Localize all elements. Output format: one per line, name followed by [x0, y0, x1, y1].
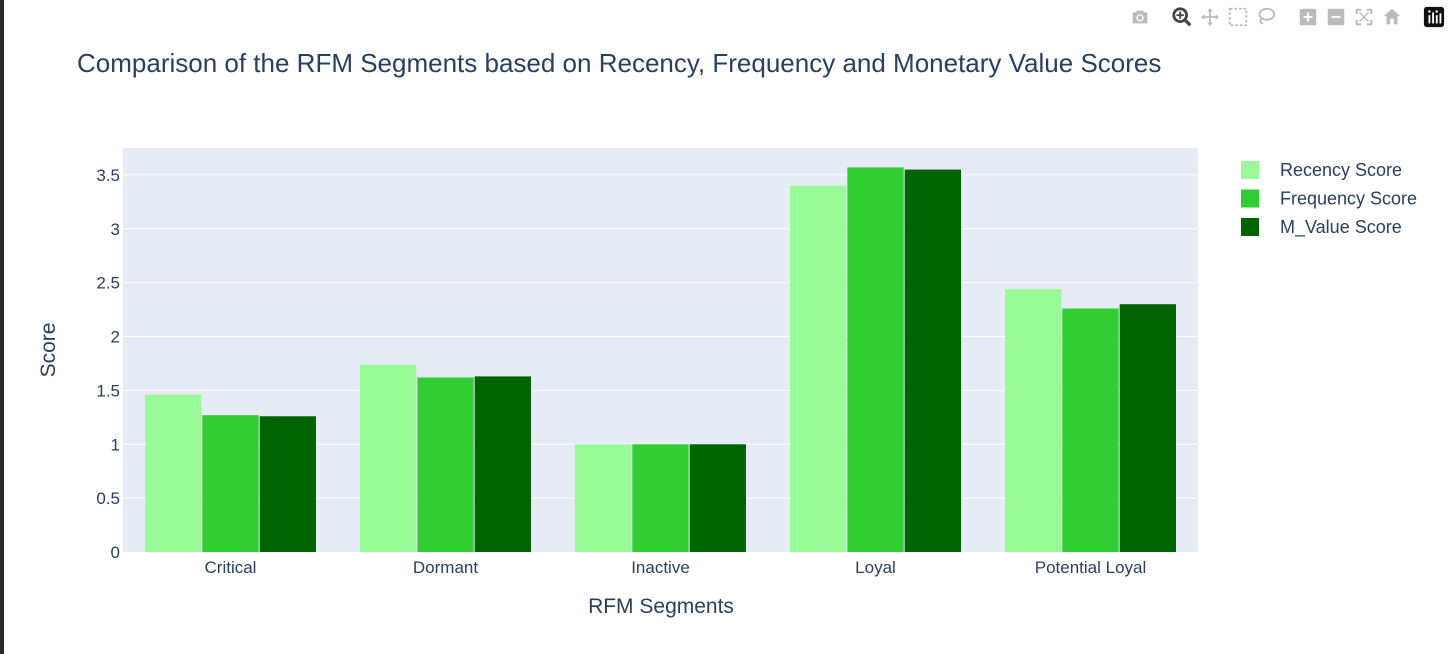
x-ticks: Critical Dormant Inactive Loyal Potential Lo… — [205, 558, 1147, 577]
y-tick-label: 3 — [111, 220, 120, 239]
y-tick-label: 0.5 — [96, 489, 120, 508]
lasso-icon[interactable] — [1252, 5, 1280, 29]
zoom-out-icon[interactable] — [1322, 5, 1350, 29]
modebar — [1126, 4, 1448, 30]
box-select-icon[interactable] — [1224, 5, 1252, 29]
bar[interactable] — [259, 416, 316, 552]
bar[interactable] — [1005, 289, 1062, 552]
bar[interactable] — [790, 185, 847, 552]
legend-swatch[interactable] — [1241, 161, 1259, 179]
x-tick-label: Loyal — [855, 558, 896, 577]
bar[interactable] — [632, 444, 689, 552]
bar[interactable] — [904, 169, 961, 552]
y-tick-label: 2 — [111, 328, 120, 347]
bar[interactable] — [360, 364, 417, 552]
x-tick-label: Critical — [205, 558, 257, 577]
zoom-in-icon[interactable] — [1294, 5, 1322, 29]
bars — [145, 167, 1176, 552]
window-left-border — [0, 0, 4, 654]
x-tick-label: Dormant — [413, 558, 478, 577]
legend-swatch[interactable] — [1241, 189, 1259, 208]
y-tick-label: 0 — [111, 543, 120, 562]
reset-axes-icon[interactable] — [1378, 5, 1406, 29]
bar[interactable] — [689, 444, 746, 552]
bar[interactable] — [575, 444, 632, 552]
zoom-icon[interactable] — [1168, 5, 1196, 29]
x-tick-label: Potential Loyal — [1035, 558, 1147, 577]
legend-item-label[interactable]: Frequency Score — [1280, 189, 1417, 209]
y-axis-title: Score — [37, 323, 60, 378]
camera-icon[interactable] — [1126, 5, 1154, 29]
y-tick-label: 1.5 — [96, 381, 120, 400]
chart-title: Comparison of the RFM Segments based on … — [77, 48, 1161, 78]
bar[interactable] — [417, 377, 474, 552]
bar[interactable] — [145, 394, 202, 552]
bar[interactable] — [474, 376, 531, 552]
legend-item-label[interactable]: M_Value Score — [1280, 217, 1402, 238]
y-tick-label: 1 — [111, 435, 120, 454]
bar[interactable] — [202, 415, 259, 552]
plotly-logo-icon[interactable] — [1420, 5, 1448, 29]
bar[interactable] — [847, 167, 904, 552]
pan-icon[interactable] — [1196, 5, 1224, 29]
bar[interactable] — [1062, 308, 1119, 552]
y-tick-label: 3.5 — [96, 166, 120, 185]
bar[interactable] — [1119, 304, 1176, 552]
y-tick-label: 2.5 — [96, 274, 120, 293]
autoscale-icon[interactable] — [1350, 5, 1378, 29]
legend-item-label[interactable]: Recency Score — [1280, 160, 1402, 180]
x-axis-title: RFM Segments — [588, 595, 734, 618]
legend: Recency Score Frequency Score M_Value Scor… — [1241, 160, 1417, 238]
legend-swatch[interactable] — [1241, 218, 1259, 236]
x-tick-label: Inactive — [631, 558, 690, 577]
y-ticks: 0 0.5 1 1.5 2 2.5 3 3.5 — [96, 166, 120, 562]
